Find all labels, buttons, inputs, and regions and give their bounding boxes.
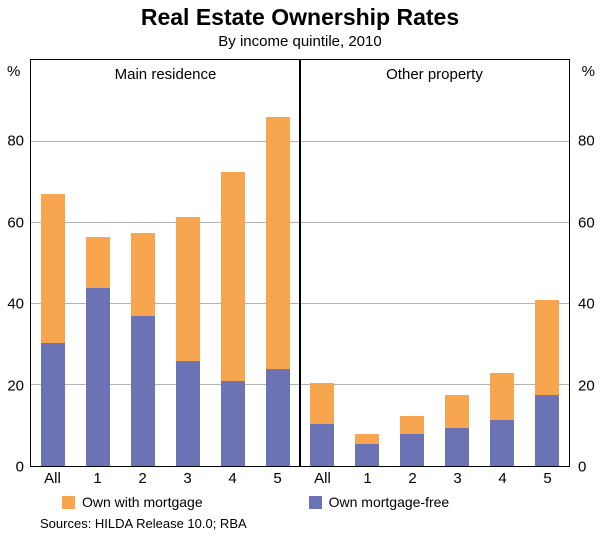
panel-label-main-residence: Main residence	[114, 66, 217, 84]
y-tick-label-left-0: 0	[15, 458, 24, 476]
bar-stack-other-property-3	[444, 60, 469, 467]
x-tick-label: All	[314, 470, 331, 488]
bar-segment-own-with-mortgage	[355, 433, 380, 445]
x-tick-label: 2	[408, 470, 417, 488]
y-axis-unit-right: %	[581, 63, 595, 81]
bar-segment-own-mortgage-free	[534, 395, 559, 467]
y-tick-label-left-80: 80	[7, 132, 24, 150]
bar-segment-own-mortgage-free	[444, 427, 469, 467]
y-axis-left: % 0 20 40 60 80	[0, 59, 28, 475]
legend-label: Own with mortgage	[82, 494, 203, 511]
legend: Own with mortgage Own mortgage-free	[62, 494, 600, 510]
bar-stack-main-residence-all	[41, 60, 66, 467]
legend-swatch-orange	[62, 495, 75, 509]
bars-other-property	[300, 60, 569, 467]
bar-stack-other-property-4	[489, 60, 514, 467]
x-tick-label: 4	[228, 470, 237, 488]
bar-segment-own-with-mortgage	[265, 117, 290, 369]
bar-segment-own-with-mortgage	[534, 299, 559, 396]
chart-title: Real Estate Ownership Rates	[140, 4, 460, 30]
bars-main-residence	[31, 60, 300, 467]
y-tick-label-left-20: 20	[7, 377, 24, 395]
bar-segment-own-mortgage-free	[220, 381, 245, 467]
legend-swatch-blue	[308, 495, 322, 509]
legend-label: Own mortgage-free	[328, 494, 450, 511]
sources-note: Sources: HILDA Release 10.0; RBA	[40, 516, 247, 532]
bar-segment-own-mortgage-free	[310, 423, 335, 467]
bar-stack-other-property-2	[400, 60, 425, 467]
x-labels-main-residence: All 1 2 3 4 5	[30, 470, 300, 487]
bar-stack-other-property-all	[310, 60, 335, 467]
y-tick-label-right-20: 20	[578, 377, 595, 395]
bar-segment-own-with-mortgage	[175, 216, 200, 361]
panel-main-residence: Main residence	[31, 60, 300, 467]
bar-segment-own-with-mortgage	[41, 194, 66, 343]
y-axis-unit-left: %	[7, 63, 21, 81]
panel-divider	[299, 60, 301, 467]
plot-region: % 0 20 40 60 80 % 0 20 40 60 80 Main residence O…	[0, 59, 600, 475]
y-tick-label-right-80: 80	[578, 132, 595, 150]
bar-segment-own-with-mortgage	[131, 233, 156, 317]
bar-segment-own-with-mortgage	[444, 395, 469, 428]
x-tick-label: All	[44, 470, 61, 488]
bar-segment-own-mortgage-free	[489, 419, 514, 467]
bar-segment-own-with-mortgage	[489, 373, 514, 420]
bar-stack-main-residence-1	[86, 60, 111, 467]
x-tick-label: 5	[273, 470, 282, 488]
panel-other-property: Other property	[300, 60, 569, 467]
x-tick-label: 2	[138, 470, 147, 488]
plot-frame: Main residence Other property	[30, 59, 570, 468]
bar-stack-other-property-5	[534, 60, 559, 467]
x-tick-label: 1	[363, 470, 372, 488]
x-labels-other-property: All 1 2 3 4 5	[300, 470, 570, 487]
x-tick-label: 3	[453, 470, 462, 488]
y-axis-right: % 0 20 40 60 80	[572, 59, 600, 475]
bar-stack-main-residence-2	[131, 60, 156, 467]
x-tick-label: 3	[183, 470, 192, 488]
legend-item-own-with-mortgage: Own with mortgage	[62, 494, 203, 510]
bar-segment-own-mortgage-free	[175, 360, 200, 467]
bar-stack-main-residence-5	[265, 60, 290, 467]
y-tick-label-right-0: 0	[578, 458, 587, 476]
bar-segment-own-mortgage-free	[400, 433, 425, 467]
y-tick-label-right-40: 40	[578, 295, 595, 313]
bar-segment-own-with-mortgage	[310, 383, 335, 424]
y-tick-label-right-60: 60	[578, 214, 595, 232]
y-tick-label-left-60: 60	[7, 214, 24, 232]
bar-segment-own-with-mortgage	[86, 237, 111, 288]
x-tick-label: 5	[543, 470, 552, 488]
x-axis-labels: All 1 2 3 4 5 All 1 2 3 4 5	[30, 470, 570, 487]
legend-item-own-mortgage-free: Own mortgage-free	[308, 494, 450, 511]
x-tick-label: 1	[93, 470, 102, 488]
bar-stack-other-property-1	[355, 60, 380, 467]
bar-segment-own-mortgage-free	[41, 342, 66, 467]
x-tick-label: 4	[498, 470, 507, 488]
bar-segment-own-mortgage-free	[86, 287, 111, 467]
bar-stack-main-residence-3	[175, 60, 200, 467]
y-tick-label-left-40: 40	[7, 295, 24, 313]
bar-segment-own-with-mortgage	[220, 172, 245, 382]
bar-segment-own-mortgage-free	[355, 444, 380, 467]
chart-subtitle: By income quintile, 2010	[218, 33, 382, 51]
bar-segment-own-mortgage-free	[265, 369, 290, 467]
bar-segment-own-with-mortgage	[400, 415, 425, 434]
bar-segment-own-mortgage-free	[131, 316, 156, 467]
bar-stack-main-residence-4	[220, 60, 245, 467]
panel-label-other-property: Other property	[386, 66, 483, 84]
